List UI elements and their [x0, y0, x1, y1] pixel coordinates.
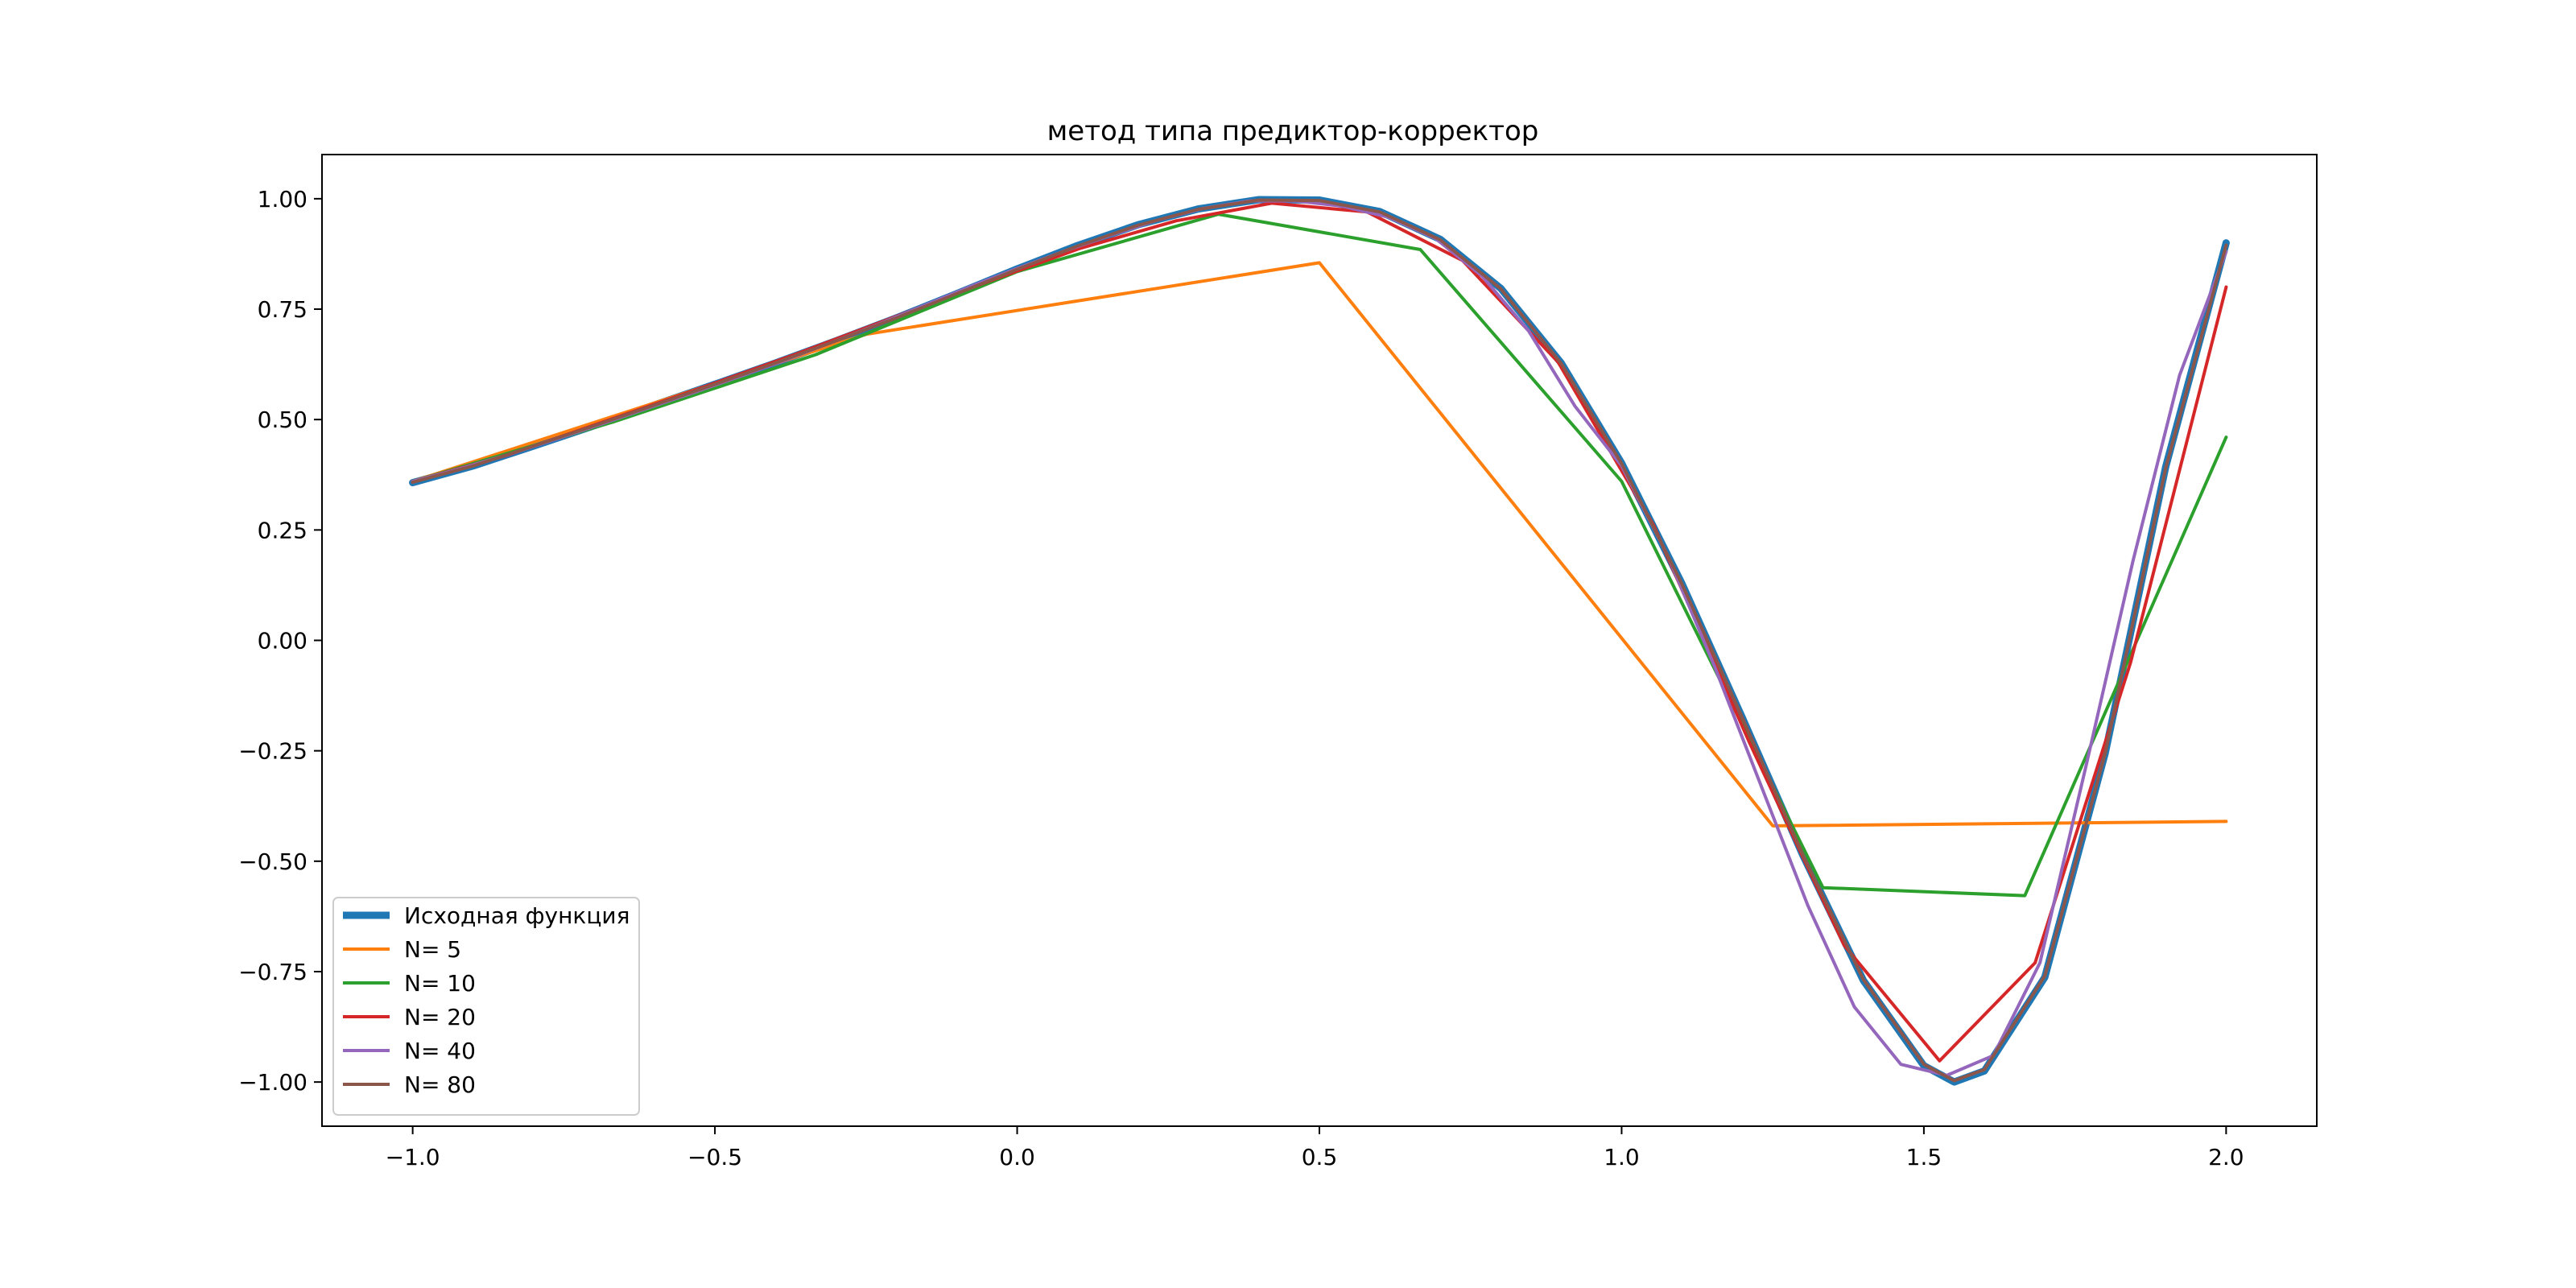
legend-label-3: N= 20: [404, 1004, 476, 1030]
series-line-5: [411, 198, 2228, 1083]
legend-label-4: N= 40: [404, 1038, 476, 1064]
x-axis: −1.0 −0.5 0.0 0.5 1.0 1.5 2.0: [386, 1126, 2244, 1170]
x-tick-label: 2.0: [2208, 1144, 2244, 1170]
x-tick-label: 1.5: [1906, 1144, 1942, 1170]
y-tick-label: 0.75: [258, 296, 308, 323]
y-tick-label: 0.00: [258, 628, 308, 654]
y-tick-label: 0.25: [258, 517, 308, 543]
series-line-3: [411, 201, 2228, 1063]
x-tick-label: 0.5: [1302, 1144, 1338, 1170]
series-line-2: [411, 213, 2228, 898]
legend-label-1: N= 5: [404, 936, 461, 963]
series-line-4: [411, 199, 2228, 1077]
x-tick-label: −1.0: [386, 1144, 440, 1170]
y-axis: 1.00 0.75 0.50 0.25 0.00 −0.25 −0.50 −0.75 −1.00: [238, 186, 322, 1096]
series-line-0: [409, 196, 2230, 1086]
chart-title: метод типа предиктор-корректор: [1047, 115, 1539, 147]
legend-label-2: N= 10: [404, 970, 476, 997]
legend: Исходная функция N= 5 N= 10 N= 20 N= 40 N= 80: [332, 897, 640, 1116]
x-tick-label: −0.5: [687, 1144, 742, 1170]
x-tick-label: 0.0: [999, 1144, 1035, 1170]
y-tick-label: −0.25: [238, 738, 308, 765]
legend-label-5: N= 80: [404, 1071, 476, 1098]
x-tick-label: 1.0: [1604, 1144, 1640, 1170]
y-tick-label: −1.00: [238, 1069, 308, 1096]
y-tick-label: −0.50: [238, 848, 308, 875]
legend-box: [332, 897, 640, 1116]
y-tick-label: −0.75: [238, 959, 308, 985]
series-line-1: [411, 261, 2228, 828]
y-tick-label: 1.00: [258, 186, 308, 213]
y-tick-label: 0.50: [258, 407, 308, 433]
legend-label-0: Исходная функция: [404, 902, 630, 929]
series-layer: [409, 196, 2230, 1086]
